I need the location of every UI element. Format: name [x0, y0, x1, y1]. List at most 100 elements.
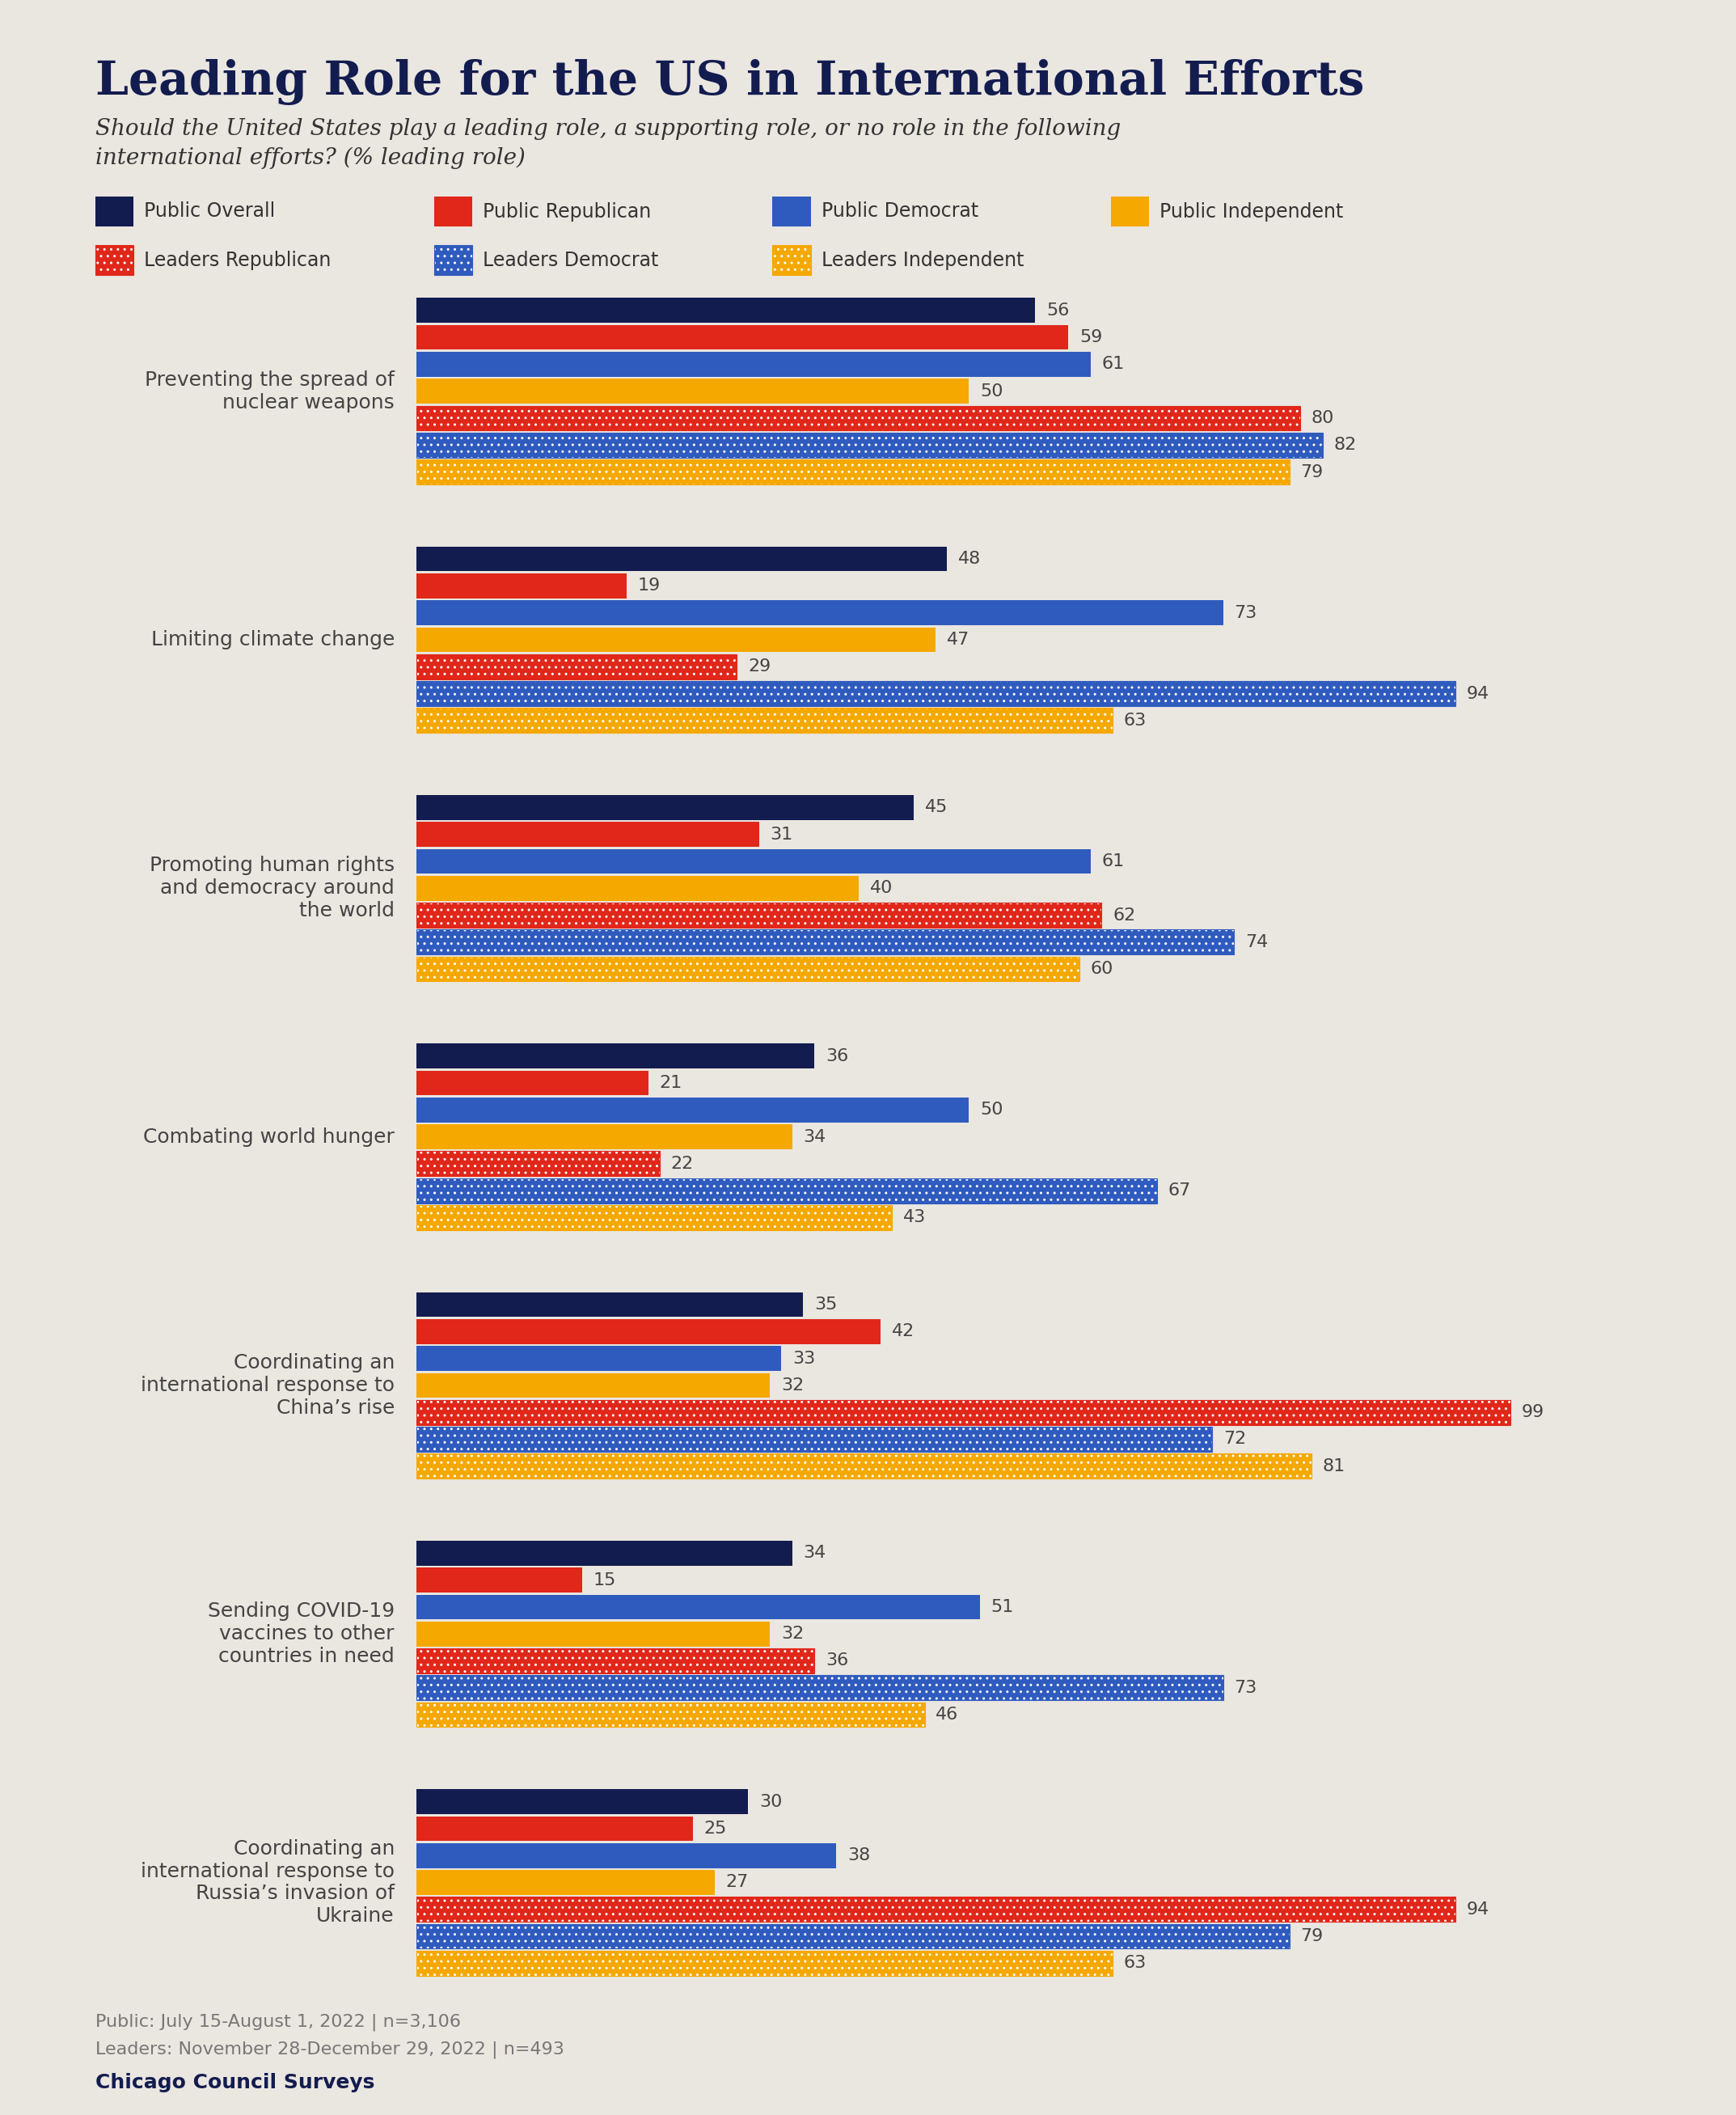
- Text: 33: 33: [792, 1349, 816, 1366]
- Text: 72: 72: [1224, 1432, 1246, 1447]
- Bar: [417, 1320, 880, 1343]
- Bar: [417, 459, 1290, 484]
- Bar: [417, 1070, 649, 1096]
- Bar: [417, 1870, 715, 1895]
- Text: 62: 62: [1113, 907, 1135, 924]
- Text: 79: 79: [1300, 463, 1323, 480]
- Text: 15: 15: [594, 1571, 616, 1588]
- Bar: [417, 1675, 1224, 1700]
- Text: Coordinating an
international response to
China’s rise: Coordinating an international response t…: [141, 1354, 394, 1417]
- Text: 99: 99: [1521, 1404, 1545, 1421]
- Text: Coordinating an
international response to
Russia’s invasion of
Ukraine: Coordinating an international response t…: [141, 1840, 394, 1927]
- Text: 21: 21: [660, 1074, 682, 1091]
- Text: Public Independent: Public Independent: [1160, 201, 1344, 222]
- Text: Public Democrat: Public Democrat: [821, 201, 977, 222]
- Text: 61: 61: [1102, 355, 1125, 372]
- Text: 19: 19: [637, 577, 660, 594]
- Bar: [417, 1292, 804, 1318]
- Text: 63: 63: [1123, 1954, 1146, 1971]
- Text: 80: 80: [1311, 410, 1335, 427]
- Text: 94: 94: [1467, 685, 1489, 702]
- Bar: [417, 931, 1234, 954]
- Bar: [417, 351, 1090, 376]
- Bar: [417, 1648, 814, 1673]
- Bar: [417, 1703, 925, 1728]
- Text: 22: 22: [670, 1155, 694, 1172]
- Bar: [417, 1540, 792, 1565]
- Bar: [417, 546, 946, 571]
- Bar: [417, 1043, 814, 1068]
- Text: Leaders Democrat: Leaders Democrat: [483, 250, 658, 271]
- Bar: [417, 795, 913, 821]
- Bar: [417, 1178, 1156, 1203]
- Text: 50: 50: [981, 383, 1003, 400]
- Text: 32: 32: [781, 1377, 804, 1394]
- Bar: [417, 1648, 814, 1673]
- Text: Sending COVID-19
vaccines to other
countries in need: Sending COVID-19 vaccines to other count…: [208, 1601, 394, 1667]
- Bar: [417, 1703, 925, 1728]
- Bar: [417, 459, 1290, 484]
- Text: 36: 36: [825, 1047, 849, 1064]
- Bar: [417, 1950, 1113, 1975]
- Text: Leaders Independent: Leaders Independent: [821, 250, 1024, 271]
- Text: Should the United States play a leading role, a supporting role, or no role in t: Should the United States play a leading …: [95, 118, 1121, 169]
- Bar: [417, 434, 1323, 457]
- Text: Leaders Republican: Leaders Republican: [144, 250, 332, 271]
- Text: 46: 46: [936, 1707, 958, 1724]
- Text: Public Overall: Public Overall: [144, 201, 276, 222]
- Text: 56: 56: [1047, 302, 1069, 319]
- Text: 42: 42: [892, 1324, 915, 1339]
- Text: Leading Role for the US in International Efforts: Leading Role for the US in International…: [95, 59, 1364, 106]
- Bar: [417, 1567, 582, 1593]
- Bar: [417, 298, 1035, 324]
- Text: 36: 36: [825, 1652, 849, 1669]
- Text: 27: 27: [726, 1874, 748, 1891]
- Bar: [417, 876, 859, 901]
- Text: Combating world hunger: Combating world hunger: [142, 1127, 394, 1146]
- Bar: [417, 1925, 1290, 1948]
- Text: 38: 38: [847, 1846, 870, 1863]
- Bar: [417, 1950, 1113, 1975]
- Bar: [417, 406, 1300, 431]
- Text: 40: 40: [870, 880, 892, 897]
- Text: 34: 34: [804, 1129, 826, 1144]
- Bar: [417, 601, 1224, 626]
- Bar: [417, 956, 1080, 981]
- Bar: [417, 1400, 1510, 1426]
- Bar: [417, 709, 1113, 734]
- Bar: [417, 956, 1080, 981]
- Text: 61: 61: [1102, 852, 1125, 869]
- Bar: [417, 931, 1234, 954]
- Bar: [417, 654, 738, 679]
- Text: 50: 50: [981, 1102, 1003, 1119]
- Bar: [417, 1206, 892, 1231]
- Bar: [417, 1842, 837, 1868]
- Text: 94: 94: [1467, 1901, 1489, 1918]
- Text: Public: July 15-August 1, 2022 | n=3,106: Public: July 15-August 1, 2022 | n=3,106: [95, 2013, 462, 2030]
- Bar: [417, 1345, 781, 1371]
- Bar: [417, 1675, 1224, 1700]
- Text: 73: 73: [1234, 1679, 1257, 1696]
- Text: 31: 31: [771, 827, 793, 842]
- Bar: [417, 903, 1102, 928]
- Bar: [417, 1622, 771, 1645]
- Text: 43: 43: [903, 1210, 925, 1227]
- Text: 51: 51: [991, 1599, 1014, 1616]
- Text: 25: 25: [703, 1821, 727, 1836]
- Bar: [417, 1178, 1156, 1203]
- Text: 35: 35: [814, 1296, 837, 1313]
- Bar: [417, 1125, 792, 1148]
- Bar: [417, 1595, 981, 1620]
- Bar: [417, 1789, 748, 1815]
- Bar: [417, 903, 1102, 928]
- Bar: [417, 1453, 1311, 1478]
- Bar: [417, 1453, 1311, 1478]
- Bar: [417, 1098, 969, 1123]
- Text: 82: 82: [1333, 438, 1356, 453]
- Bar: [417, 1151, 660, 1176]
- Text: Leaders: November 28-December 29, 2022 | n=493: Leaders: November 28-December 29, 2022 |…: [95, 2041, 564, 2058]
- Bar: [417, 709, 1113, 734]
- Text: 48: 48: [958, 550, 981, 567]
- Text: 60: 60: [1090, 960, 1113, 977]
- Bar: [417, 1428, 1212, 1451]
